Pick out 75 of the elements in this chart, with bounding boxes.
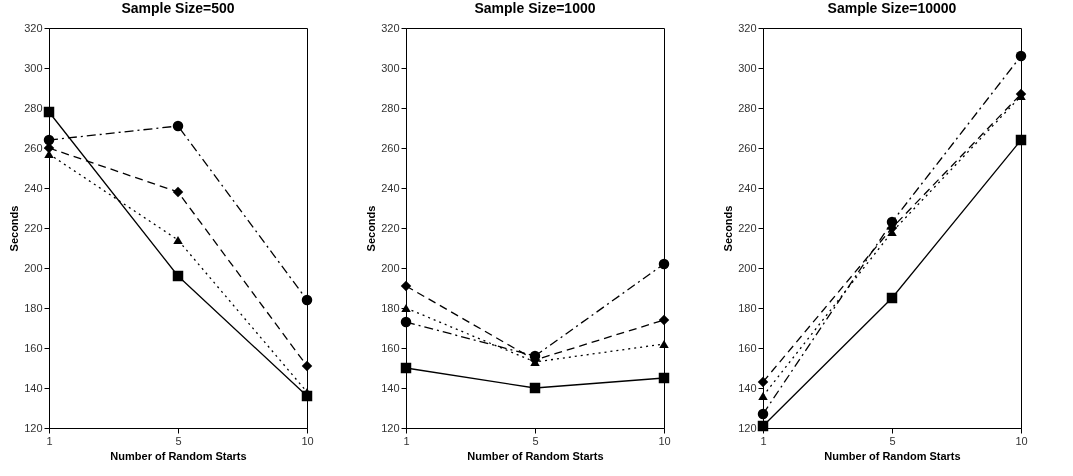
y-tick-label: 300 [738, 61, 757, 74]
point [757, 420, 769, 432]
y-tick-label: 200 [381, 261, 400, 274]
x-axis-title: Number of Random Starts [110, 449, 247, 462]
y-tick-label: 240 [738, 181, 757, 194]
chart-title: Sample Size=500 [121, 0, 235, 16]
point [173, 235, 183, 245]
y-tick-label: 200 [24, 261, 43, 274]
y-tick-label: 200 [738, 261, 757, 274]
point [1015, 134, 1027, 146]
y-tick-label: 260 [381, 141, 400, 154]
y-tick-label: 160 [738, 341, 757, 354]
y-tick-label: 180 [24, 301, 43, 314]
y-tick-label: 160 [24, 341, 43, 354]
point [172, 120, 184, 132]
point [758, 391, 768, 401]
y-tick-label: 260 [738, 141, 757, 154]
y-tick-label: 280 [24, 101, 43, 114]
point [172, 270, 184, 282]
point [529, 382, 541, 394]
point [43, 106, 55, 118]
y-axis-title: Seconds [365, 205, 378, 252]
y-tick-label: 320 [381, 21, 400, 34]
point [401, 303, 411, 313]
point [301, 294, 313, 306]
x-tick-label: 5 [532, 434, 539, 447]
y-tick-label: 240 [381, 181, 400, 194]
x-tick-label: 5 [175, 434, 182, 447]
chart-title: Sample Size=10000 [827, 0, 957, 16]
y-tick-label: 300 [24, 61, 43, 74]
x-axis-title: Number of Random Starts [467, 449, 604, 462]
x-tick-label: 10 [301, 434, 314, 447]
x-tick-label: 1 [46, 434, 53, 447]
y-tick-label: 280 [738, 101, 757, 114]
x-tick-label: 5 [889, 434, 896, 447]
y-tick-label: 140 [738, 381, 757, 394]
point [301, 360, 313, 372]
y-tick-label: 320 [738, 21, 757, 34]
y-tick-label: 180 [738, 301, 757, 314]
point [658, 372, 670, 384]
point [172, 186, 184, 198]
x-tick-label: 1 [760, 434, 767, 447]
y-tick-label: 120 [24, 421, 43, 434]
y-tick-label: 260 [24, 141, 43, 154]
chart-title: Sample Size=1000 [474, 0, 596, 16]
x-tick-label: 1 [403, 434, 410, 447]
y-tick-label: 280 [381, 101, 400, 114]
y-tick-label: 140 [24, 381, 43, 394]
point [400, 280, 412, 292]
y-tick-label: 120 [738, 421, 757, 434]
x-tick-label: 10 [658, 434, 671, 447]
y-axis-title: Seconds [8, 205, 21, 252]
point [400, 316, 412, 328]
point [659, 339, 669, 349]
point [1015, 50, 1027, 62]
y-tick-label: 160 [381, 341, 400, 354]
y-tick-label: 120 [381, 421, 400, 434]
x-axis-title: Number of Random Starts [824, 449, 961, 462]
y-tick-label: 220 [381, 221, 400, 234]
point [658, 258, 670, 270]
point [757, 408, 769, 420]
y-tick-label: 320 [24, 21, 43, 34]
y-tick-label: 180 [381, 301, 400, 314]
y-tick-label: 140 [381, 381, 400, 394]
point [658, 314, 670, 326]
point [757, 376, 769, 388]
y-tick-label: 240 [24, 181, 43, 194]
y-tick-label: 220 [738, 221, 757, 234]
y-tick-label: 300 [381, 61, 400, 74]
y-axis-title: Seconds [722, 205, 735, 252]
x-tick-label: 10 [1015, 434, 1028, 447]
y-tick-label: 220 [24, 221, 43, 234]
point [886, 292, 898, 304]
point [400, 362, 412, 374]
point [43, 134, 55, 146]
